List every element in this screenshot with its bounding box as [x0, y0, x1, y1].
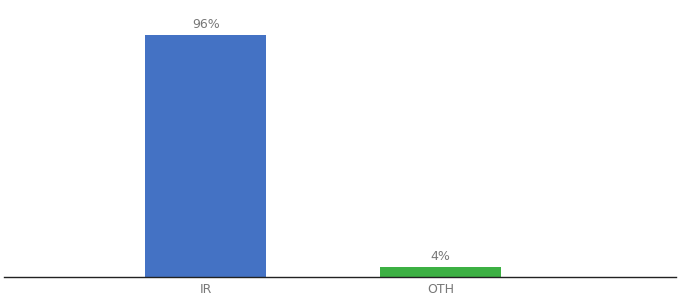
- Bar: [146, 34, 266, 277]
- Bar: [380, 267, 501, 277]
- Text: 96%: 96%: [192, 18, 220, 31]
- Text: 4%: 4%: [431, 250, 451, 263]
